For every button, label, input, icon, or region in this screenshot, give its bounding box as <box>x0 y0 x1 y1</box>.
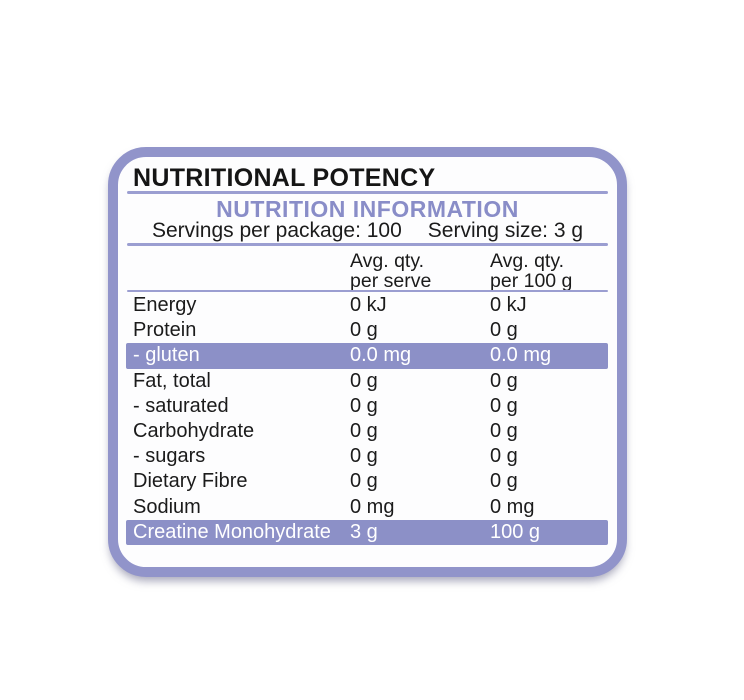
value-per-100g: 0 g <box>490 394 518 417</box>
nutrient-label: - sugars <box>133 445 206 468</box>
value-per-serve: 3 g <box>350 520 378 543</box>
value-per-100g: 100 g <box>490 520 541 543</box>
nutrient-label: Dietary Fibre <box>133 470 248 493</box>
value-per-serve: 0 g <box>350 470 378 493</box>
nutrient-label: Creatine Monohydrate <box>133 520 331 543</box>
column-header-per-serve: Avg. qty. per serve <box>350 251 431 291</box>
column-header-line: Avg. qty. <box>350 250 425 272</box>
servings-per-package: Servings per package: 100 <box>151 219 402 242</box>
value-per-100g: 0 g <box>490 470 518 493</box>
value-per-100g: 0 g <box>490 420 518 443</box>
value-per-serve: 0 g <box>350 420 378 443</box>
servings-line: Servings per package: 100 Serving size: … <box>118 219 617 243</box>
column-header-line: per serve <box>350 270 432 292</box>
nutrient-label: Protein <box>133 319 197 342</box>
nutrient-row: Dietary Fibre 0 g 0 g <box>118 469 617 494</box>
value-per-100g: 0 kJ <box>490 294 527 317</box>
nutrient-label: - gluten <box>133 344 200 367</box>
value-per-serve: 0.0 mg <box>350 344 412 367</box>
value-per-serve: 0 g <box>350 369 378 392</box>
nutrient-row-highlighted: - gluten 0.0 mg 0.0 mg <box>126 343 608 369</box>
nutrient-row: Fat, total 0 g 0 g <box>118 369 617 394</box>
column-header-per-100g: Avg. qty. per 100 g <box>490 251 572 291</box>
value-per-100g: 0.0 mg <box>490 344 552 367</box>
value-per-serve: 0 g <box>350 394 378 417</box>
nutrient-row: - saturated 0 g 0 g <box>118 394 617 419</box>
value-per-100g: 0 g <box>490 445 518 468</box>
nutrition-panel: NUTRITIONAL POTENCY NUTRITION INFORMATIO… <box>108 147 627 577</box>
divider-top <box>127 191 608 194</box>
value-per-100g: 0 g <box>490 369 518 392</box>
nutrition-information-title: NUTRITION INFORMATION <box>216 196 519 222</box>
column-header-line: Avg. qty. <box>490 250 565 272</box>
nutrient-label: Energy <box>133 294 197 317</box>
nutrient-label: Sodium <box>133 495 201 518</box>
nutrient-row: Carbohydrate 0 g 0 g <box>118 419 617 444</box>
nutrient-label: - saturated <box>133 394 229 417</box>
column-header-line: per 100 g <box>490 270 573 292</box>
panel-title: NUTRITIONAL POTENCY <box>133 164 436 192</box>
serving-size: Serving size: 3 g <box>427 219 584 242</box>
nutrient-row: Protein 0 g 0 g <box>118 318 617 343</box>
nutrient-row: Energy 0 kJ 0 kJ <box>118 293 617 318</box>
nutrient-label: Carbohydrate <box>133 420 255 443</box>
value-per-serve: 0 kJ <box>350 294 387 317</box>
divider-headers <box>127 290 608 292</box>
value-per-serve: 0 mg <box>350 495 395 518</box>
value-per-100g: 0 mg <box>490 495 535 518</box>
nutrient-label: Fat, total <box>133 369 211 392</box>
divider-servings <box>127 243 608 246</box>
nutrient-row: - sugars 0 g 0 g <box>118 444 617 469</box>
nutrient-row-highlighted: Creatine Monohydrate 3 g 100 g <box>126 519 608 545</box>
value-per-100g: 0 g <box>490 319 518 342</box>
value-per-serve: 0 g <box>350 445 378 468</box>
value-per-serve: 0 g <box>350 319 378 342</box>
nutrient-row: Sodium 0 mg 0 mg <box>118 495 617 520</box>
